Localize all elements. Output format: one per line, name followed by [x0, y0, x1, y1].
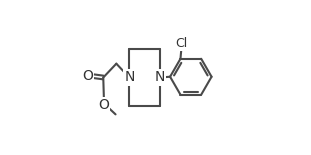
Text: N: N — [155, 71, 165, 84]
Text: N: N — [124, 71, 135, 84]
Text: O: O — [82, 69, 93, 83]
Text: O: O — [99, 98, 109, 112]
Text: Cl: Cl — [175, 37, 187, 50]
